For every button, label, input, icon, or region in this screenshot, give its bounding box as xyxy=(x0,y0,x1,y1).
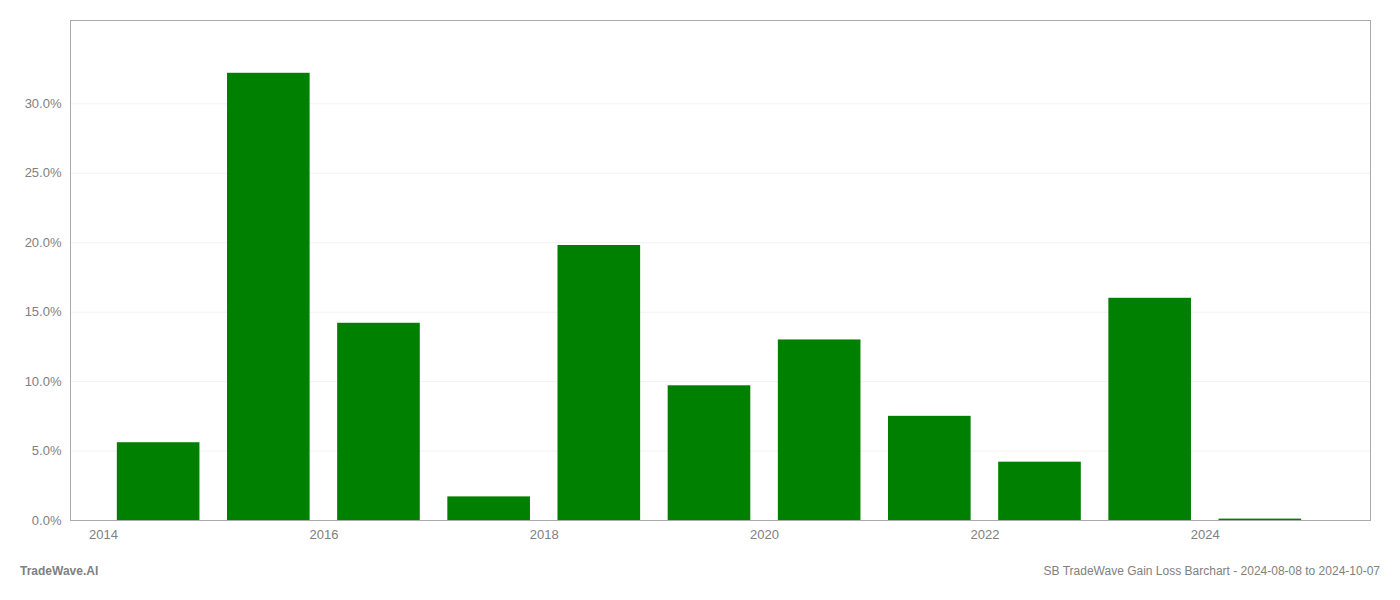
svg-text:30.0%: 30.0% xyxy=(25,96,62,111)
svg-text:25.0%: 25.0% xyxy=(25,165,62,180)
svg-text:20.0%: 20.0% xyxy=(25,235,62,250)
svg-text:5.0%: 5.0% xyxy=(32,443,62,458)
svg-text:2018: 2018 xyxy=(530,527,559,542)
svg-text:0.0%: 0.0% xyxy=(32,513,62,528)
svg-text:2022: 2022 xyxy=(970,527,999,542)
svg-text:10.0%: 10.0% xyxy=(25,374,62,389)
svg-text:2014: 2014 xyxy=(89,527,118,542)
svg-text:2016: 2016 xyxy=(309,527,338,542)
svg-text:15.0%: 15.0% xyxy=(25,304,62,319)
html-text:SB TradeWave Gain Loss Barchar: SB TradeWave Gain Loss Barchart - 2024-0… xyxy=(1043,564,1380,578)
svg-text:2024: 2024 xyxy=(1191,527,1220,542)
html-text:TradeWave.AI: TradeWave.AI xyxy=(20,564,99,578)
svg-text:2020: 2020 xyxy=(750,527,779,542)
